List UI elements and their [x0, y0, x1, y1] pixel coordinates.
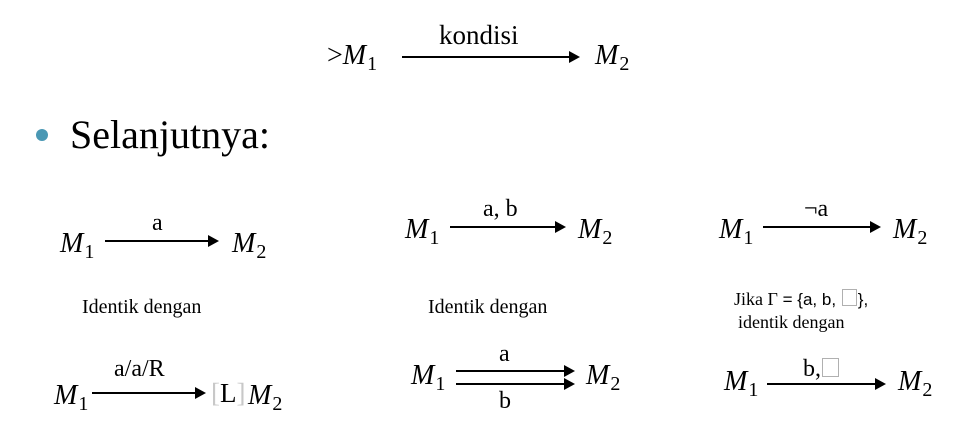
col3-upper-to: M2	[893, 214, 928, 249]
col3-lower-from: M1	[724, 366, 759, 401]
col3-upper-arrow	[763, 221, 881, 233]
bullet-icon	[36, 129, 48, 141]
col1-lower-label: a/a/R	[114, 356, 165, 382]
start-marker: >	[327, 40, 343, 71]
col2-lower-from: M1	[411, 360, 446, 395]
col2-lower-arrow-bottom	[456, 378, 575, 390]
col3-lower-arrow	[767, 378, 886, 390]
col1-upper-to: M2	[232, 228, 267, 263]
blank-symbol-icon	[822, 358, 839, 377]
col2-lower-arrow-top	[456, 365, 575, 377]
col1-lower-to: M2	[248, 380, 283, 415]
col2-upper-arrow	[450, 221, 566, 233]
col3-caption-line1: Jika Γ = {a, b, },	[734, 289, 869, 309]
col2-upper-to: M2	[578, 214, 613, 249]
col1-upper-arrow	[105, 235, 219, 247]
col3-lower-to: M2	[898, 366, 933, 401]
col3-upper-from: M1	[719, 214, 754, 249]
col1-caption: Identik dengan	[82, 296, 202, 318]
col2-lower-label-bottom: b	[499, 388, 511, 414]
col3-upper-label: ¬a	[804, 196, 829, 222]
col1-lower-bracket: [L]	[211, 378, 246, 408]
top-to-state: M2	[595, 40, 630, 75]
section-heading: Selanjutnya:	[70, 112, 270, 157]
col3-caption-line2: identik dengan	[738, 312, 845, 332]
col3-lower-label: b,	[803, 356, 840, 383]
top-from-state: >M1	[327, 40, 378, 75]
top-condition-label: kondisi	[439, 20, 519, 50]
col1-upper-from: M1	[60, 228, 95, 263]
col2-lower-label-top: a	[499, 341, 510, 367]
col1-upper-label: a	[152, 210, 163, 236]
col2-caption: Identik dengan	[428, 296, 548, 318]
col2-lower-to: M2	[586, 360, 621, 395]
col1-lower-arrow	[92, 387, 206, 399]
col2-upper-label: a, b	[483, 196, 518, 222]
col2-upper-from: M1	[405, 214, 440, 249]
top-arrow	[402, 51, 580, 63]
blank-symbol-icon	[841, 289, 857, 306]
col1-lower-from: M1	[54, 380, 89, 415]
